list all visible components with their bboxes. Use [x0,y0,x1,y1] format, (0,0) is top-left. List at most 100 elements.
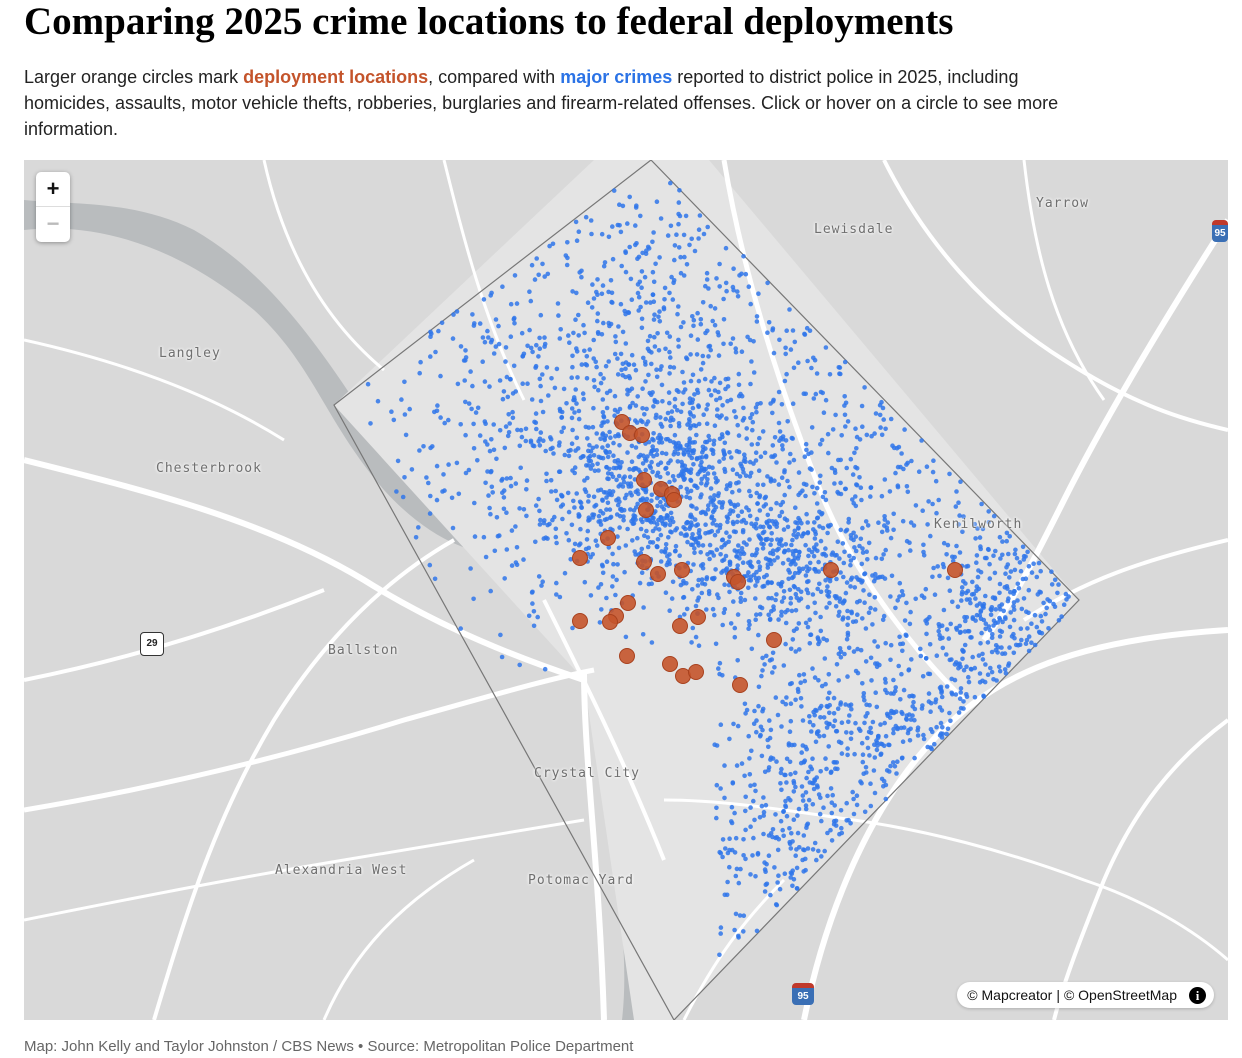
crime-point[interactable] [684,355,689,360]
crime-point[interactable] [805,604,811,610]
crime-point[interactable] [703,439,708,445]
crime-point[interactable] [925,522,930,527]
crime-point[interactable] [753,583,758,588]
crime-point[interactable] [779,787,784,793]
crime-point[interactable] [933,478,939,484]
crime-point[interactable] [659,450,665,456]
crime-point[interactable] [796,470,802,475]
crime-point[interactable] [594,364,599,370]
crime-point[interactable] [803,790,809,795]
crime-point[interactable] [489,437,494,442]
crime-point[interactable] [418,359,423,365]
crime-point[interactable] [796,566,802,571]
crime-point[interactable] [691,462,696,467]
crime-point[interactable] [399,397,404,402]
crime-point[interactable] [475,405,481,411]
crime-point[interactable] [649,581,654,586]
crime-point[interactable] [601,320,606,326]
crime-point[interactable] [974,560,979,565]
crime-point[interactable] [775,880,780,885]
crime-point[interactable] [734,549,740,555]
crime-point[interactable] [623,543,629,548]
crime-point[interactable] [779,724,784,729]
crime-point[interactable] [727,559,733,565]
crime-point[interactable] [860,525,865,531]
crime-point[interactable] [610,224,615,229]
crime-point[interactable] [865,735,870,741]
crime-point[interactable] [725,516,731,521]
crime-point[interactable] [805,568,810,574]
crime-point[interactable] [912,717,917,723]
crime-point[interactable] [746,626,751,631]
crime-point[interactable] [1013,547,1018,553]
crime-point[interactable] [788,875,793,880]
crime-point[interactable] [669,409,675,414]
crime-point[interactable] [639,269,645,274]
crime-point[interactable] [957,513,962,518]
crime-point[interactable] [537,335,542,341]
crime-point[interactable] [1059,614,1064,619]
crime-point[interactable] [891,691,896,696]
crime-point[interactable] [808,632,814,637]
crime-point[interactable] [832,803,837,808]
crime-point[interactable] [615,458,621,463]
crime-point[interactable] [1002,667,1008,672]
crime-point[interactable] [755,482,760,488]
crime-point[interactable] [825,530,830,536]
crime-point[interactable] [542,344,547,349]
crime-point[interactable] [675,446,681,452]
crime-point[interactable] [867,592,872,597]
crime-point[interactable] [682,612,687,617]
crime-point[interactable] [812,546,818,552]
crime-point[interactable] [720,673,725,678]
crime-point[interactable] [731,721,736,727]
deployment-location-point[interactable] [614,414,630,430]
crime-point[interactable] [883,640,888,646]
crime-point[interactable] [774,835,780,840]
crime-point[interactable] [857,437,863,442]
crime-point[interactable] [921,736,927,742]
crime-point[interactable] [796,570,801,575]
crime-point[interactable] [938,720,944,726]
crime-point[interactable] [407,406,413,412]
crime-point[interactable] [803,806,809,812]
crime-point[interactable] [625,221,630,226]
crime-point[interactable] [958,686,964,691]
crime-point[interactable] [950,554,955,560]
crime-point[interactable] [438,373,443,379]
crime-point[interactable] [911,699,916,705]
crime-point[interactable] [482,379,488,384]
deployment-location-point[interactable] [947,562,963,578]
crime-point[interactable] [643,379,648,384]
crime-point[interactable] [748,415,753,421]
crime-point[interactable] [753,458,759,463]
crime-point[interactable] [505,433,511,439]
crime-point[interactable] [667,552,672,557]
crime-point[interactable] [591,296,597,301]
crime-point[interactable] [800,718,806,723]
crime-point[interactable] [873,411,879,416]
crime-point[interactable] [667,349,672,355]
crime-point[interactable] [540,409,546,415]
crime-point[interactable] [365,381,371,387]
crime-point[interactable] [821,410,827,415]
crime-point[interactable] [717,459,722,464]
crime-point[interactable] [536,272,541,278]
crime-point[interactable] [810,756,815,761]
crime-point[interactable] [972,521,977,527]
crime-point[interactable] [675,408,680,413]
crime-point[interactable] [463,470,469,476]
crime-point[interactable] [524,478,530,483]
crime-point[interactable] [471,596,476,602]
crime-point[interactable] [741,551,747,557]
crime-point[interactable] [724,566,730,571]
crime-point[interactable] [611,440,616,446]
crime-point[interactable] [993,548,998,554]
crime-point[interactable] [788,798,793,803]
crime-point[interactable] [765,512,771,518]
crime-point[interactable] [458,344,464,349]
crime-point[interactable] [762,860,767,865]
crime-point[interactable] [569,522,575,528]
crime-point[interactable] [695,471,701,477]
crime-point[interactable] [742,701,748,707]
